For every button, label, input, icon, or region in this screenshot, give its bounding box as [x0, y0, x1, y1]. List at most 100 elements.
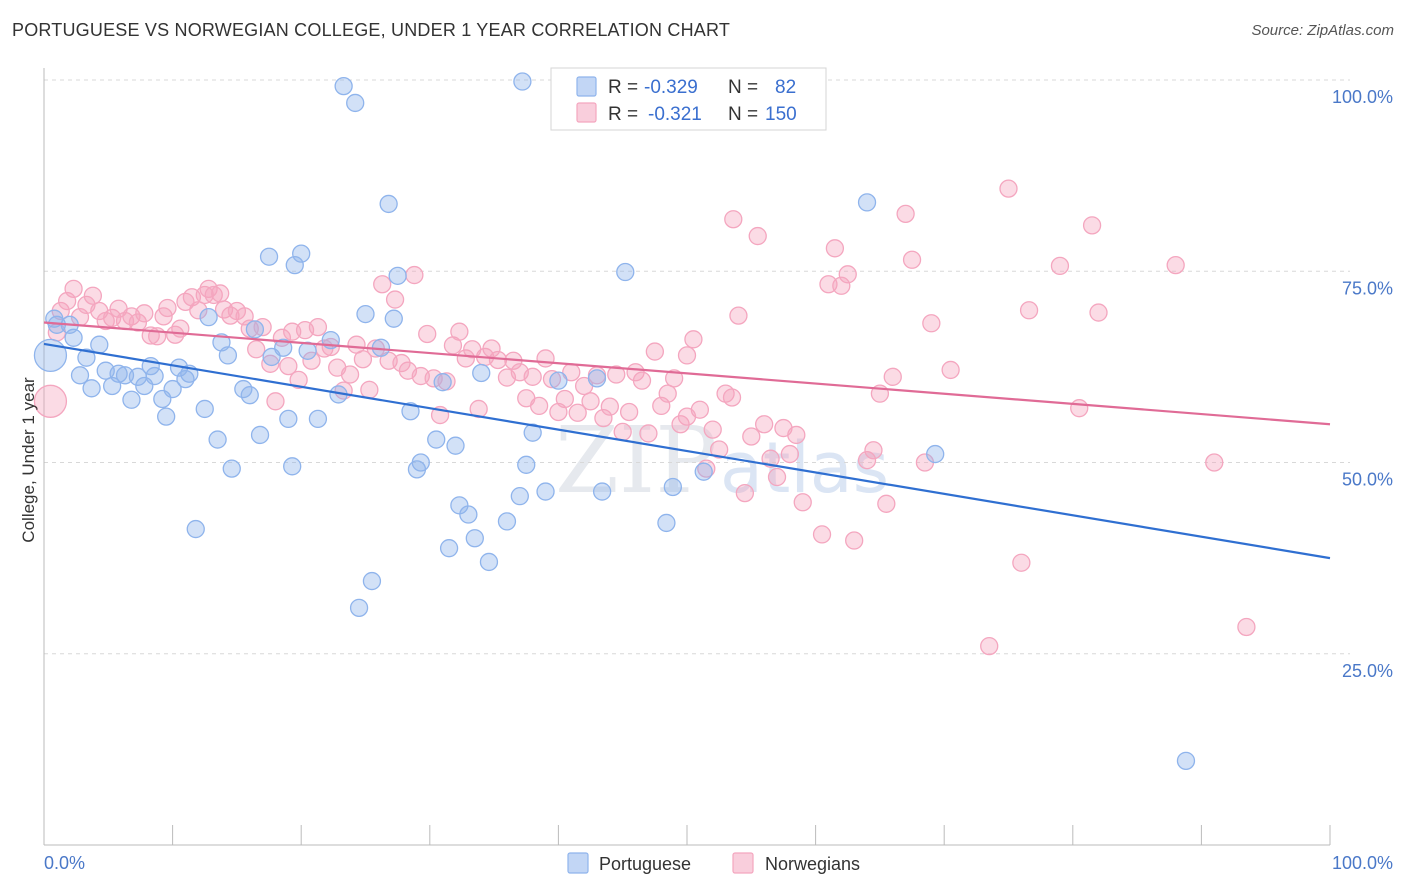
- portuguese-point: [250, 425, 270, 445]
- portuguese-point: [517, 455, 536, 474]
- norwegians-point: [211, 284, 230, 303]
- portuguese-point: [109, 364, 128, 383]
- portuguese-point: [465, 529, 484, 548]
- portuguese-point: [199, 307, 218, 327]
- norwegians-point: [321, 337, 340, 357]
- norwegians-point: [639, 424, 658, 443]
- norwegians-point: [613, 422, 632, 442]
- portuguese-point: [285, 255, 304, 275]
- norwegians-point: [266, 392, 285, 411]
- source-label: Source: ZipAtlas.com: [1251, 22, 1394, 39]
- norwegians-point: [1012, 553, 1031, 572]
- norwegians-point: [1205, 453, 1224, 472]
- portuguese-point: [77, 348, 96, 367]
- norwegians-point: [261, 354, 280, 373]
- portuguese-point: [195, 399, 214, 419]
- norwegians-point: [568, 403, 587, 422]
- portuguese-point: [536, 482, 555, 501]
- portuguese-point: [292, 244, 311, 263]
- norwegians-point: [289, 370, 308, 390]
- portuguese-point: [208, 430, 227, 449]
- norwegians-point: [418, 324, 437, 344]
- y-tick-label-1: 50.0%: [1342, 470, 1393, 490]
- portuguese-point: [694, 462, 713, 481]
- portuguese-point: [145, 366, 164, 386]
- norwegians-point: [1089, 303, 1108, 322]
- legend-swatch-norwegians: [576, 102, 597, 123]
- norwegians-point: [812, 525, 832, 544]
- legend-r-value-1: -0.329: [644, 77, 698, 98]
- y-tick-label-0: 25.0%: [1342, 661, 1393, 681]
- tick-labels: 25.0% 50.0% 75.0% 100.0% 0.0% 100.0%: [44, 87, 1393, 873]
- norwegians-point: [247, 340, 266, 359]
- portuguese-point: [240, 386, 259, 405]
- norwegians-point: [857, 451, 877, 470]
- portuguese-point: [1176, 751, 1196, 770]
- portuguese-point: [549, 371, 568, 390]
- axes: [43, 68, 1331, 846]
- x-tick-label-0: 0.0%: [44, 853, 85, 873]
- portuguese-point: [82, 379, 101, 398]
- portuguese-point: [439, 539, 459, 558]
- norwegians-point: [922, 314, 941, 333]
- portuguese-point: [411, 453, 430, 472]
- portuguese-point: [472, 363, 491, 383]
- x-tick-label-1: 100.0%: [1332, 853, 1393, 873]
- norwegians-point: [902, 250, 922, 269]
- norwegians-point: [1082, 216, 1102, 235]
- portuguese-point: [459, 505, 478, 524]
- norwegians-point: [761, 449, 780, 468]
- portuguese-point: [513, 72, 532, 91]
- norwegians-point: [645, 342, 664, 361]
- norwegians-point: [780, 444, 800, 464]
- portuguese-point: [349, 598, 369, 617]
- portuguese-point: [245, 320, 265, 339]
- legend-r-value-2: -0.321: [648, 104, 702, 125]
- norwegians-point: [1166, 255, 1185, 275]
- chart-title: PORTUGUESE VS NORWEGIAN COLLEGE, UNDER 1…: [12, 20, 731, 40]
- portuguese-point: [523, 423, 542, 442]
- norwegians-point: [724, 210, 743, 229]
- portuguese-point: [259, 247, 279, 266]
- portuguese-point: [388, 266, 407, 285]
- portuguese-point: [379, 194, 398, 214]
- norwegians-point: [581, 392, 600, 411]
- norwegians-point: [722, 388, 742, 407]
- norwegians-point: [594, 408, 613, 428]
- portuguese-point: [274, 338, 293, 357]
- norwegians-point: [523, 367, 542, 386]
- portuguese-point: [401, 402, 420, 421]
- portuguese-point: [657, 513, 676, 533]
- portuguese-point: [479, 552, 499, 572]
- portuguese-point: [218, 346, 238, 365]
- bottom-legend-label-portuguese: Portuguese: [599, 854, 691, 874]
- norwegians-point: [1050, 256, 1070, 276]
- legend-n-label-2: N =: [728, 104, 758, 125]
- norwegians-point: [279, 356, 298, 376]
- norwegians-point: [755, 415, 774, 434]
- portuguese-point: [497, 512, 517, 531]
- watermark-atlas: atlas: [720, 427, 889, 509]
- legend-n-value-1: 82: [775, 77, 796, 98]
- stats-legend: R = -0.329 N = 82 R = -0.321 N = 150: [550, 67, 827, 131]
- norwegians-point: [999, 179, 1018, 198]
- portuguese-point: [222, 459, 241, 478]
- norwegians-point: [825, 239, 845, 258]
- grid: [44, 79, 1350, 655]
- norwegians-point: [787, 425, 806, 445]
- norwegians-point: [1237, 617, 1256, 637]
- norwegians-point: [735, 483, 755, 503]
- norwegians-point: [360, 380, 379, 399]
- legend-n-value-2: 150: [765, 104, 797, 125]
- portuguese-point: [163, 379, 182, 399]
- portuguese-point: [587, 369, 607, 388]
- norwegians-point: [632, 371, 652, 390]
- norwegians-point: [450, 322, 469, 341]
- portuguese-point: [186, 519, 205, 539]
- norwegians-point: [619, 402, 639, 422]
- norwegians-point: [1019, 301, 1039, 320]
- norwegians-point: [135, 304, 154, 323]
- norwegians-point: [883, 367, 902, 386]
- norwegians-point: [158, 298, 177, 318]
